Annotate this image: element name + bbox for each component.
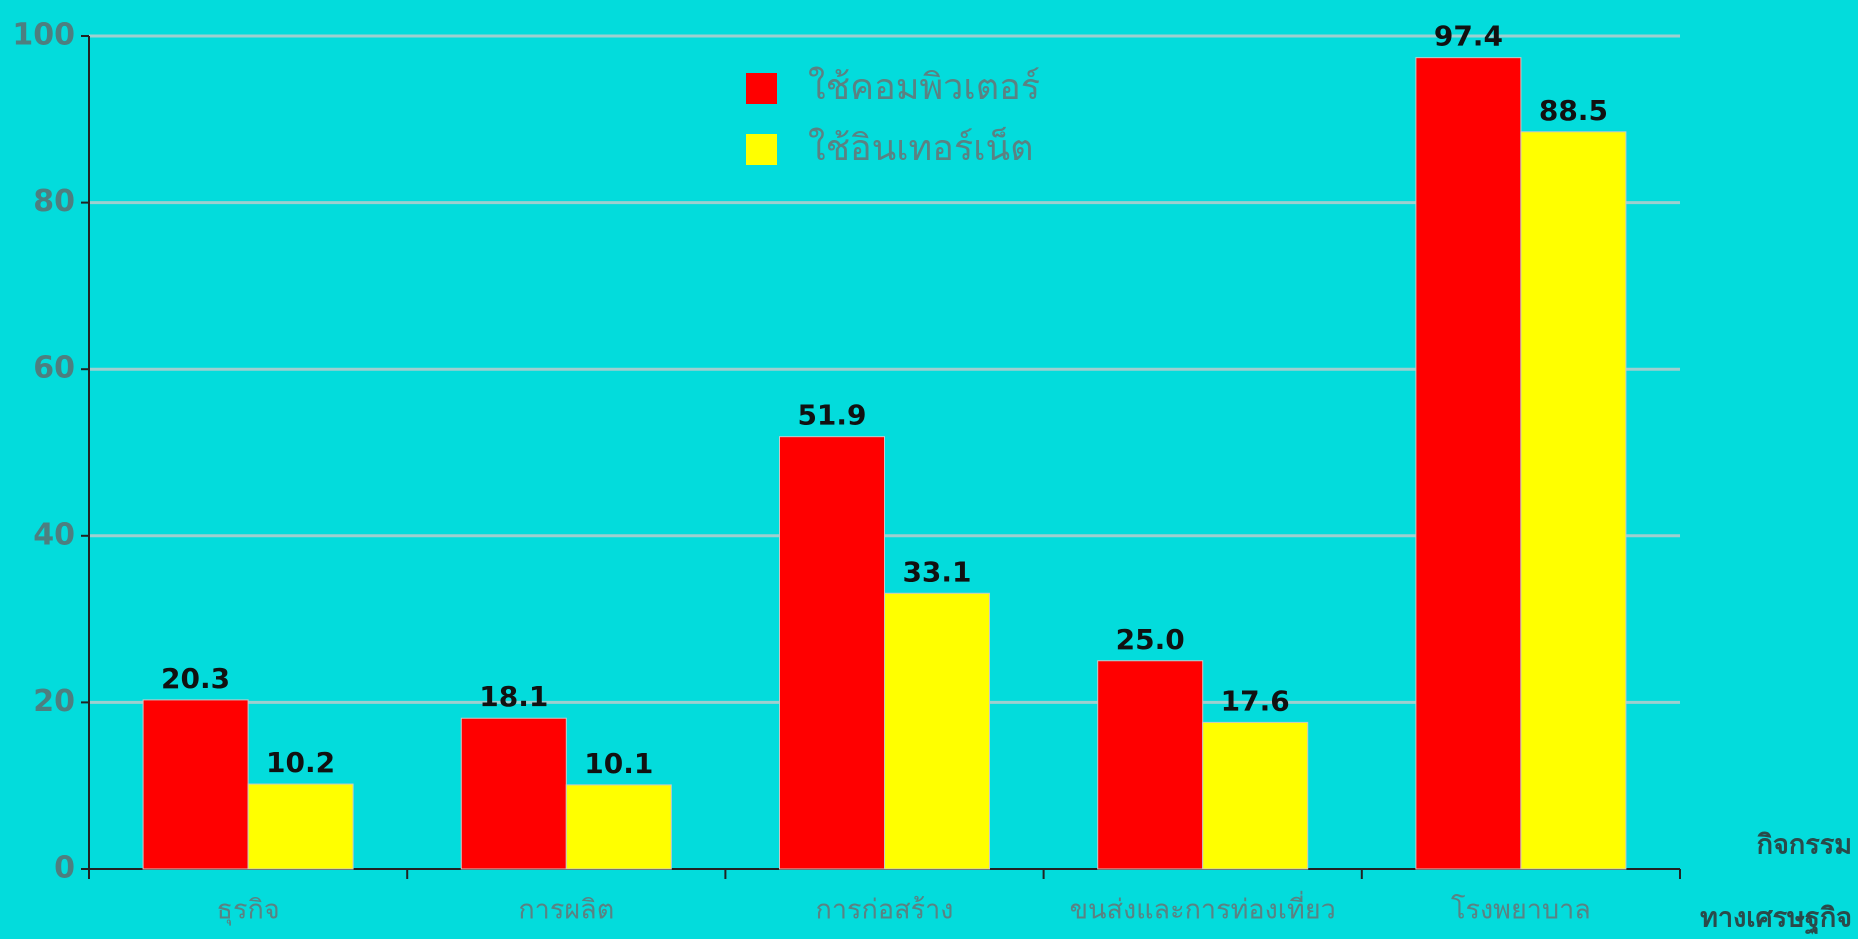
- y-tick-label: 100: [12, 18, 75, 53]
- value-label: 10.2: [266, 746, 335, 779]
- value-label: 17.6: [1221, 684, 1290, 717]
- y-tick-label: 40: [33, 517, 75, 552]
- x-tick-label: โรงพยาบาล: [1451, 895, 1591, 926]
- bar: [778, 436, 886, 870]
- x-tick-label: การก่อสร้าง: [816, 895, 954, 926]
- x-axis-label: ทางเศรษฐกิจ: [1700, 903, 1852, 936]
- y-tick-label: 20: [33, 684, 75, 719]
- value-label: 97.4: [1434, 20, 1503, 53]
- legend-swatch: [746, 73, 777, 104]
- bar: [565, 784, 672, 870]
- value-label: 33.1: [902, 555, 971, 588]
- y-tick-label: 80: [33, 184, 75, 219]
- bar: [142, 699, 249, 870]
- y-tick-label: 60: [33, 351, 75, 386]
- bar: [1415, 57, 1522, 870]
- value-label: 10.1: [584, 747, 653, 780]
- legend-label: ใช้คอมพิวเตอร์: [808, 66, 1040, 108]
- bar: [1097, 660, 1204, 870]
- value-label: 20.3: [161, 662, 230, 695]
- bar: [1202, 721, 1309, 870]
- value-label: 51.9: [797, 399, 866, 432]
- x-tick-label: การผลิต: [518, 895, 614, 926]
- value-label: 18.1: [479, 680, 548, 713]
- value-label: 25.0: [1116, 623, 1185, 656]
- bar: [247, 783, 354, 870]
- bar: [1520, 131, 1627, 870]
- y-tick-label: 0: [54, 851, 75, 886]
- x-axis-label: กิจกรรม: [1757, 830, 1852, 861]
- x-tick-label: ธุรกิจ: [217, 895, 280, 927]
- legend-label: ใช้อินเทอร์เน็ต: [808, 125, 1034, 169]
- legend-swatch: [746, 134, 777, 165]
- value-label: 88.5: [1539, 94, 1608, 127]
- bar: [884, 592, 991, 870]
- bar: [460, 717, 567, 870]
- x-tick-label: ขนส่งและการท่องเที่ยว: [1070, 891, 1336, 926]
